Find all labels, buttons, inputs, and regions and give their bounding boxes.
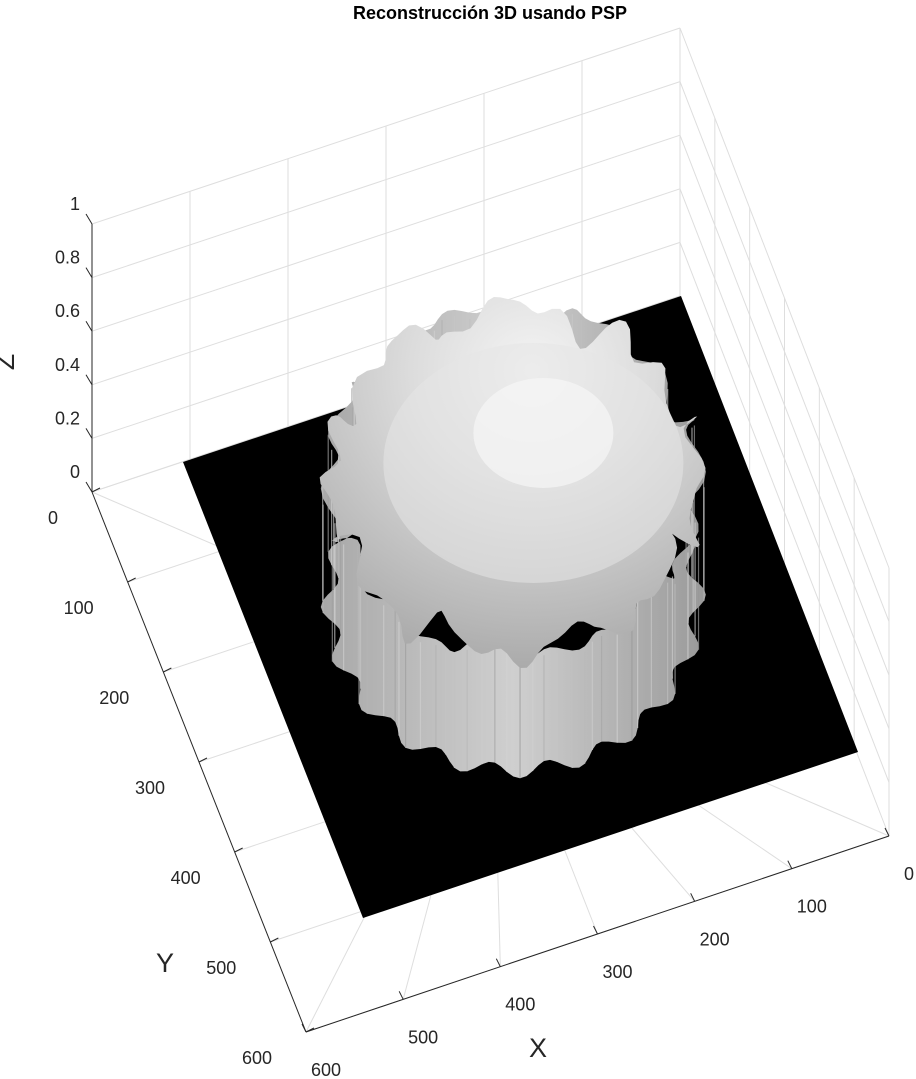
grid-line [91, 81, 681, 279]
z-tick-mark [85, 481, 93, 493]
x-tick-mark [593, 925, 598, 935]
z-tick-mark [85, 428, 93, 439]
x-tick-mark [398, 991, 404, 1000]
z-tick-label: 0.8 [55, 248, 80, 268]
y-tick-label: 500 [206, 958, 236, 978]
z-tick-label: 0.2 [55, 408, 80, 428]
grid-line [679, 242, 890, 783]
y-tick-mark [234, 847, 243, 853]
y-tick-label: 300 [135, 778, 165, 798]
x-tick-label: 600 [311, 1060, 341, 1079]
x-tick-label: 500 [408, 1027, 438, 1047]
x-tick-label: 400 [505, 995, 535, 1015]
y-tick-label: 0 [48, 508, 58, 528]
z-tick-label: 0.4 [55, 355, 80, 375]
x-tick-label: 100 [797, 897, 827, 917]
z-tick-label: 1 [70, 194, 80, 214]
x-axis-label: X [529, 1033, 547, 1063]
dome-peak [473, 377, 614, 488]
x-tick-mark [495, 958, 501, 967]
x-tick-label: 200 [700, 929, 730, 949]
grid-line [91, 241, 681, 439]
x-tick-label: 0 [904, 864, 914, 884]
y-tick-mark [91, 487, 101, 493]
grid-line [679, 188, 890, 729]
x-tick-mark [884, 827, 890, 837]
z-tick-mark [85, 374, 93, 386]
y-tick-mark [270, 937, 279, 943]
y-tick-label: 600 [242, 1048, 272, 1068]
y-tick-mark [198, 757, 208, 763]
y-tick-mark [163, 667, 172, 673]
grid-line [91, 188, 681, 386]
z-tick-mark [85, 213, 93, 225]
grid-line [679, 81, 890, 622]
z-axis-label: Z [0, 354, 20, 371]
x-tick-label: 300 [602, 962, 632, 982]
surface-object [319, 297, 706, 779]
tick-labels: 0 100 200 300 400 500 600 0 100 200 300 400 500 600 0 0… [48, 194, 914, 1079]
z-tick-mark [85, 320, 93, 332]
z-tick-label: 0.6 [55, 301, 80, 321]
y-tick-label: 100 [64, 598, 94, 618]
z-tick-label: 0 [70, 462, 80, 482]
y-tick-mark [305, 1027, 315, 1033]
x-tick-mark [690, 893, 696, 902]
chart-title: Reconstrucción 3D usando PSP [353, 3, 627, 23]
y-tick-label: 400 [171, 868, 201, 888]
grid-line [679, 135, 890, 676]
grid-line [91, 134, 681, 332]
grid-line [679, 27, 890, 569]
y-tick-label: 200 [99, 688, 129, 708]
grid-line [91, 27, 681, 225]
y-tick-mark [127, 577, 136, 583]
y-axis-label: Y [156, 948, 174, 978]
x-tick-mark [787, 860, 793, 869]
z-tick-mark [85, 267, 93, 278]
x-tick-mark [301, 1023, 307, 1033]
